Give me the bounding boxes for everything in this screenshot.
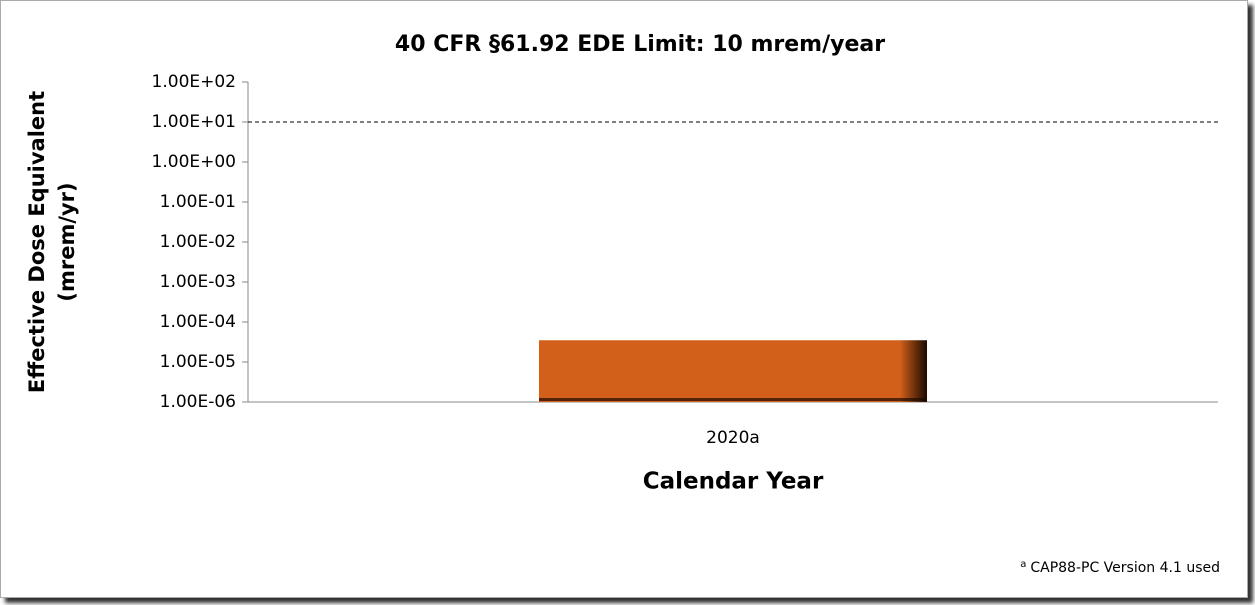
y-axis-title: (mrem/yr) [55, 182, 79, 301]
y-tick-label: 1.00E+01 [152, 112, 236, 132]
x-axis-title: Calendar Year [643, 469, 824, 495]
chart-title: 40 CFR §61.92 EDE Limit: 10 mrem/year [395, 32, 885, 57]
footnote-text: CAP88-PC Version 4.1 used [1030, 560, 1220, 576]
y-tick-label: 1.00E-03 [160, 272, 236, 292]
y-tick-label: 1.00E+02 [152, 72, 236, 92]
footnote: a CAP88-PC Version 4.1 used [1020, 559, 1220, 576]
y-tick-label: 1.00E-05 [160, 352, 236, 372]
bar [539, 340, 927, 402]
y-tick-label: 1.00E-04 [160, 312, 236, 332]
y-tick-label: 1.00E-06 [160, 392, 236, 412]
y-tick-label: 1.00E-02 [160, 232, 236, 252]
y-tick-label: 1.00E+00 [152, 152, 236, 172]
bar-shadow [539, 398, 927, 401]
y-tick-label: 1.00E-01 [160, 192, 236, 212]
x-tick-label: 2020a [706, 428, 760, 448]
footnote-marker: a [1020, 559, 1026, 570]
y-axis-title: Effective Dose Equivalent [25, 91, 49, 393]
